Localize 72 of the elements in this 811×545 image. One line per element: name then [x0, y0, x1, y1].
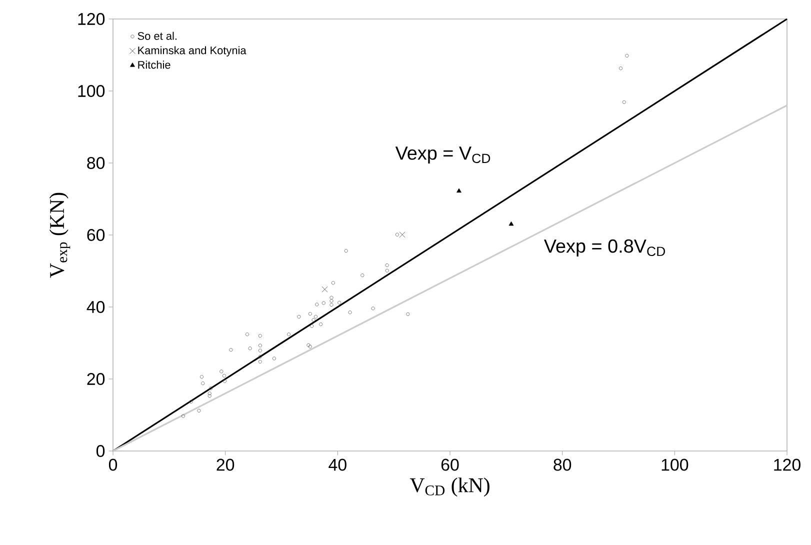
point — [399, 232, 406, 238]
point — [344, 249, 348, 253]
y-tick-label: 40 — [86, 301, 105, 313]
point — [197, 408, 201, 412]
point — [222, 379, 227, 383]
y-tick-label: 120 — [78, 12, 105, 25]
point — [208, 392, 212, 396]
point — [508, 221, 514, 226]
point — [308, 344, 312, 348]
point — [229, 348, 233, 352]
point — [625, 54, 629, 58]
point — [201, 382, 205, 386]
point — [406, 312, 410, 316]
x-tick-label: 80 — [554, 458, 572, 471]
point — [315, 302, 319, 306]
point — [322, 286, 328, 292]
point — [456, 188, 462, 193]
point — [330, 296, 334, 300]
point — [338, 300, 342, 304]
point — [308, 312, 312, 316]
point — [310, 324, 314, 328]
point — [322, 301, 326, 305]
point — [297, 314, 301, 319]
point — [258, 348, 262, 352]
y-tick-label: 100 — [78, 84, 105, 97]
point — [181, 414, 186, 418]
annotation: Vexp = 0.8V$_{CD}$ — [544, 239, 666, 257]
point — [200, 375, 204, 379]
point — [319, 322, 323, 326]
point — [330, 303, 334, 307]
point — [330, 299, 334, 303]
point — [272, 356, 276, 360]
point — [385, 268, 389, 272]
point — [385, 263, 389, 268]
point — [208, 394, 212, 398]
y-axis-title: V$_{exp}$ (KN) — [49, 192, 70, 278]
legend-label: Ritchie — [138, 60, 170, 69]
y-tick-label: 0 — [96, 445, 105, 457]
legend-label: So et al. — [138, 32, 176, 40]
x-tick-label: 100 — [662, 458, 688, 471]
point — [360, 274, 364, 278]
point — [618, 66, 623, 70]
y-tick-label: 80 — [87, 157, 105, 169]
point — [287, 332, 291, 336]
point — [312, 318, 316, 322]
y-tick-label: 60 — [87, 229, 105, 241]
point — [258, 354, 262, 358]
point — [258, 360, 262, 364]
x-tick-label: 60 — [441, 458, 459, 471]
point — [222, 374, 226, 378]
point — [622, 100, 626, 104]
x-tick-label: 120 — [774, 458, 800, 471]
legend-label: Kaminska and Kotynia — [138, 46, 246, 56]
x-axis-title: V$_{CD}$ (kN) — [410, 478, 490, 497]
x-tick-label: 20 — [216, 458, 234, 471]
point — [395, 232, 399, 236]
y-tick-label: 20 — [87, 373, 105, 385]
x-tick-label: 0 — [108, 458, 118, 471]
point — [306, 343, 310, 347]
x-tick-label: 40 — [328, 458, 346, 471]
point — [371, 306, 375, 310]
point — [220, 370, 224, 374]
point — [258, 334, 262, 338]
point — [189, 400, 193, 404]
point — [245, 332, 250, 336]
annotation: Vexp = V$_{CD}$ — [395, 146, 490, 164]
point — [248, 346, 252, 350]
point — [331, 281, 335, 285]
point — [258, 344, 262, 348]
point — [314, 314, 318, 319]
point — [348, 310, 352, 314]
point — [208, 386, 213, 390]
